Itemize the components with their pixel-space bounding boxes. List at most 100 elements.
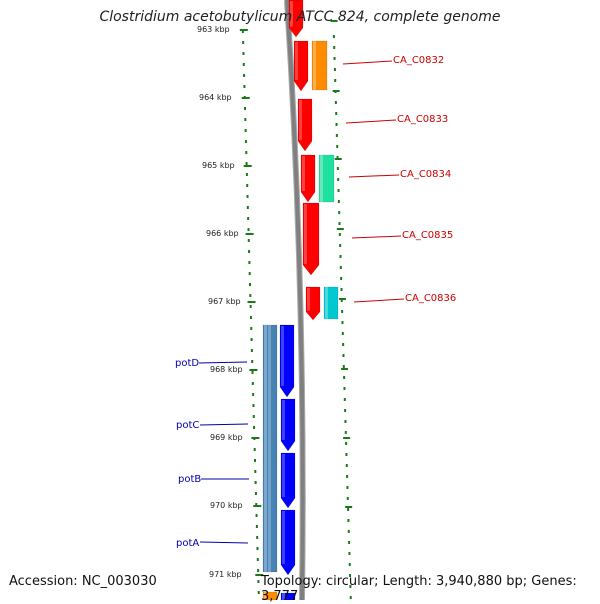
gene-block-blue-highlight bbox=[282, 593, 285, 600]
gene-block-orange-highlight bbox=[313, 41, 316, 90]
leader-line bbox=[198, 361, 248, 364]
tick-outer bbox=[338, 298, 346, 300]
dot-inner bbox=[242, 52, 245, 55]
dot-outer bbox=[341, 321, 344, 324]
scale-tick bbox=[251, 437, 260, 439]
gene-arrow-red bbox=[288, 0, 304, 38]
dot-outer bbox=[337, 200, 340, 203]
dot-inner bbox=[251, 382, 254, 385]
dot-inner bbox=[249, 294, 252, 297]
dot-inner bbox=[244, 129, 247, 132]
dot-inner bbox=[255, 503, 258, 506]
gene-arrow-red bbox=[297, 98, 313, 152]
dot-inner bbox=[252, 404, 255, 407]
leader-line bbox=[353, 298, 405, 303]
dot-outer bbox=[335, 134, 338, 137]
dot-inner bbox=[245, 162, 248, 165]
gene-label: CA_C0832 bbox=[393, 55, 444, 66]
dot-outer bbox=[341, 310, 344, 313]
scale-tick bbox=[245, 233, 254, 235]
leader-line bbox=[342, 60, 393, 65]
dot-inner bbox=[246, 195, 249, 198]
gene-block-cyan-highlight bbox=[325, 287, 328, 319]
dot-outer bbox=[340, 299, 343, 302]
gene-arrow-red-highlight bbox=[302, 156, 305, 191]
dot-inner bbox=[254, 459, 257, 462]
scale-label: 964 kbp bbox=[199, 93, 232, 102]
scale-tick bbox=[247, 301, 256, 303]
dot-inner bbox=[250, 327, 253, 330]
dot-outer bbox=[339, 266, 342, 269]
tick-outer bbox=[334, 158, 342, 160]
gene-arrow-blue-highlight bbox=[281, 326, 284, 386]
dot-outer bbox=[341, 332, 344, 335]
dot-outer bbox=[347, 519, 350, 522]
gene-label: CA_C0835 bbox=[402, 230, 453, 241]
dot-outer bbox=[349, 596, 352, 599]
dot-inner bbox=[248, 250, 251, 253]
dot-outer bbox=[344, 431, 347, 434]
backbone-line bbox=[285, 0, 305, 601]
dot-inner bbox=[252, 393, 255, 396]
dot-inner bbox=[251, 371, 254, 374]
gene-arrow-red-highlight bbox=[290, 1, 293, 27]
dot-outer bbox=[343, 376, 346, 379]
scale-tick bbox=[253, 505, 262, 507]
dot-inner bbox=[246, 206, 249, 209]
dot-outer bbox=[333, 46, 336, 49]
dot-inner bbox=[248, 261, 251, 264]
dot-inner bbox=[249, 316, 252, 319]
dot-outer bbox=[336, 145, 339, 148]
dot-outer bbox=[343, 387, 346, 390]
dot-outer bbox=[333, 68, 336, 71]
gene-arrow-red-highlight bbox=[295, 42, 298, 80]
dot-outer bbox=[347, 508, 350, 511]
dot-outer bbox=[346, 497, 349, 500]
operon-shine bbox=[268, 325, 271, 572]
gene-arrow-blue-highlight bbox=[282, 400, 285, 440]
dot-inner bbox=[244, 118, 247, 121]
gene-arrow-red-highlight bbox=[307, 288, 310, 311]
dot-outer bbox=[342, 343, 345, 346]
dot-outer bbox=[345, 464, 348, 467]
dot-inner bbox=[257, 580, 260, 583]
gene-block-orange bbox=[311, 40, 328, 91]
dot-inner bbox=[245, 173, 248, 176]
dot-outer bbox=[338, 233, 341, 236]
dot-outer bbox=[334, 79, 337, 82]
dot-outer bbox=[346, 486, 349, 489]
dot-outer bbox=[332, 35, 335, 38]
dot-outer bbox=[335, 123, 338, 126]
dot-outer bbox=[344, 420, 347, 423]
tick-marks bbox=[239, 20, 353, 599]
dot-outer bbox=[339, 244, 342, 247]
leader-line bbox=[345, 119, 397, 124]
gene-arrow-red bbox=[300, 154, 316, 203]
backbone bbox=[284, 0, 306, 601]
gene-arrow-blue bbox=[279, 324, 295, 398]
operon-block-pot bbox=[262, 324, 278, 573]
scale-tick bbox=[239, 29, 248, 31]
dot-inner bbox=[247, 228, 250, 231]
tick-outer bbox=[330, 20, 338, 22]
scale-label: 971 kbp bbox=[209, 570, 242, 579]
scale-tick bbox=[255, 574, 264, 576]
tick-outer bbox=[345, 506, 353, 508]
gene-arrow-blue bbox=[280, 509, 296, 576]
gene-arrow-red bbox=[293, 40, 309, 92]
tick-outer bbox=[343, 437, 351, 439]
scale-label: 969 kbp bbox=[210, 433, 243, 442]
tick-outer bbox=[341, 368, 349, 370]
dot-inner bbox=[257, 569, 260, 572]
dot-inner bbox=[254, 470, 257, 473]
dot-inner bbox=[250, 338, 253, 341]
operon-block-pot-highlight bbox=[264, 325, 267, 572]
scale-tick bbox=[243, 165, 252, 167]
map-title: Clostridium acetobutylicum ATCC 824, com… bbox=[99, 9, 501, 25]
gene-arrow-red bbox=[302, 202, 320, 276]
dot-outer bbox=[340, 288, 343, 291]
dot-outer bbox=[339, 255, 342, 258]
dot-outer bbox=[346, 475, 349, 478]
dot-inner bbox=[243, 74, 246, 77]
